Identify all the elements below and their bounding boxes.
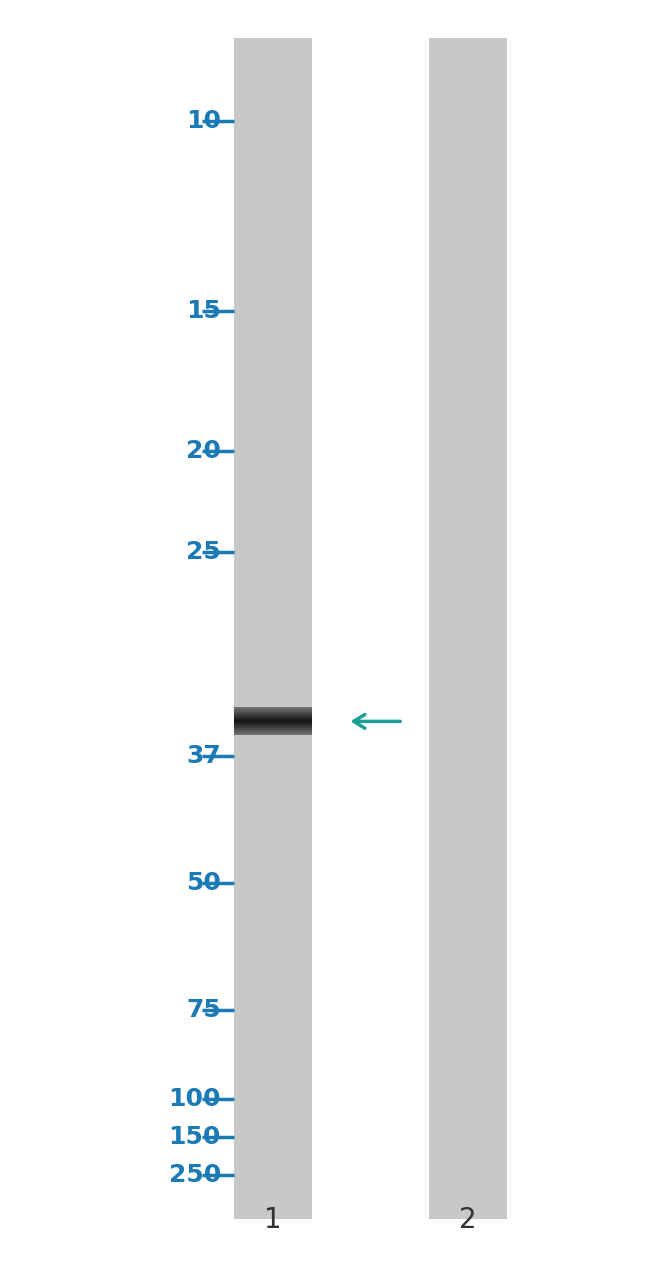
FancyBboxPatch shape [234,38,312,1219]
Text: 1: 1 [264,1206,282,1234]
Text: 15: 15 [186,300,221,323]
Text: 250: 250 [169,1163,221,1186]
Text: 100: 100 [168,1087,221,1110]
Text: 50: 50 [186,871,221,894]
Text: 2: 2 [459,1206,477,1234]
Text: 25: 25 [187,541,221,564]
Text: 37: 37 [187,744,221,767]
FancyBboxPatch shape [429,38,507,1219]
Text: 75: 75 [187,998,221,1021]
Text: 10: 10 [186,109,221,132]
Text: 150: 150 [168,1125,221,1148]
Text: 20: 20 [186,439,221,462]
